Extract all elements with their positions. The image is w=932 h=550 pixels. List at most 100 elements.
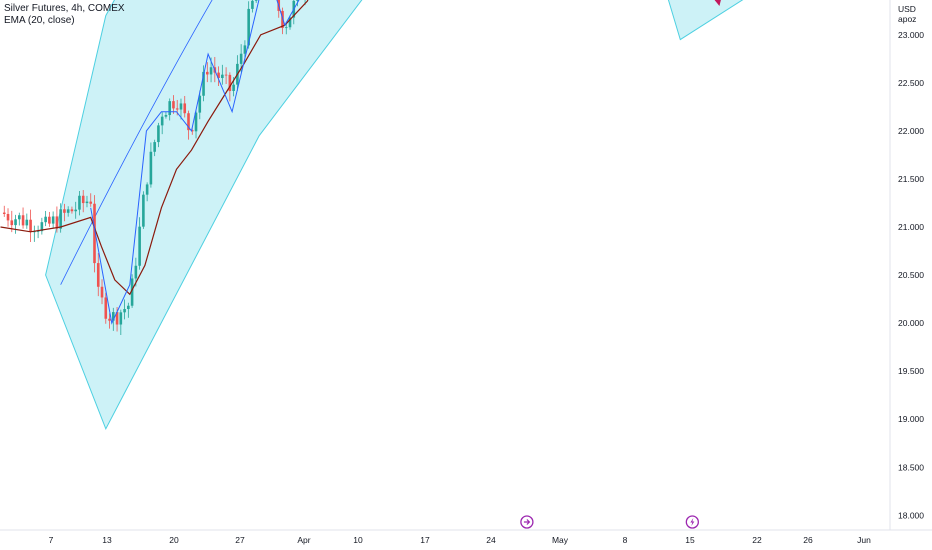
- candle-body: [232, 84, 235, 92]
- x-tick-label: 17: [420, 535, 430, 545]
- candle-body: [247, 8, 250, 46]
- candle-body: [2, 212, 6, 214]
- ema-line: [0, 0, 309, 296]
- candle-body: [115, 312, 119, 325]
- candle-body: [70, 209, 74, 212]
- candle-body: [179, 103, 183, 110]
- candle-body: [40, 222, 44, 232]
- x-tick-label: 10: [353, 535, 363, 545]
- candle-body: [157, 125, 160, 143]
- candle-body: [254, 0, 258, 1]
- candle-body: [108, 318, 111, 321]
- x-tick-label: 8: [623, 535, 628, 545]
- x-tick-label: 13: [102, 535, 112, 545]
- y-tick-label: 19.500: [898, 366, 924, 376]
- candle-body: [206, 71, 209, 75]
- candle-body: [63, 209, 66, 213]
- event-glyph: [690, 518, 695, 526]
- candle-body: [175, 108, 179, 110]
- symbol-title: Silver Futures, 4h, COMEX: [4, 3, 125, 14]
- lightning-circle-icon: [685, 515, 699, 529]
- candles-group: [2, 0, 306, 336]
- candle-body: [228, 74, 232, 92]
- candle-body: [14, 219, 17, 226]
- y-tick-label: 22.000: [898, 126, 924, 136]
- candle-body: [296, 0, 299, 1]
- candle-body: [145, 184, 149, 195]
- x-tick-label: May: [552, 535, 569, 545]
- candle-body: [243, 45, 247, 54]
- candle-body: [78, 195, 81, 210]
- event-glyph: [523, 519, 531, 525]
- candle-body: [29, 219, 32, 232]
- user-label: apoz: [898, 14, 916, 24]
- x-tick-label: Jun: [857, 535, 871, 545]
- candle-body: [21, 215, 25, 226]
- candle-body: [112, 312, 115, 321]
- candle-body: [59, 209, 62, 229]
- candle-body: [138, 226, 141, 266]
- candle-body: [93, 203, 96, 264]
- y-tick-label: 22.500: [898, 78, 924, 88]
- candle-body: [198, 95, 202, 113]
- candle-body: [25, 219, 29, 226]
- candle-body: [130, 278, 134, 306]
- x-tick-label: 15: [685, 535, 695, 545]
- candle-body: [81, 195, 85, 204]
- y-tick-label: 21.000: [898, 222, 924, 232]
- candle-body: [123, 309, 126, 313]
- candle-body: [18, 215, 21, 220]
- candle-body: [55, 216, 59, 229]
- candle-body: [172, 101, 175, 109]
- candle-body: [127, 305, 130, 310]
- candle-body: [85, 201, 89, 204]
- candle-body: [187, 113, 190, 131]
- candle-body: [6, 213, 10, 221]
- y-tick-label: 20.000: [898, 318, 924, 328]
- x-tick-label: 22: [752, 535, 762, 545]
- y-tick-label: 20.500: [898, 270, 924, 280]
- candle-body: [202, 71, 205, 96]
- x-tick-label: 27: [235, 535, 245, 545]
- currency-label: USD: [898, 4, 916, 14]
- candle-body: [142, 194, 145, 227]
- y-tick-label: 18.000: [898, 510, 924, 520]
- candle-body: [44, 216, 47, 223]
- forecast-arrow-head: [714, 0, 721, 6]
- candle-body: [288, 17, 292, 28]
- candle-body: [36, 231, 40, 232]
- candle-body: [183, 103, 187, 114]
- y-tick-label: 19.000: [898, 414, 924, 424]
- candle-body: [284, 27, 288, 29]
- chart-legend: Silver Futures, 4h, COMEX EMA (20, close…: [4, 3, 125, 27]
- ema-indicator-label: EMA (20, close): [4, 15, 75, 26]
- candle-body: [251, 0, 254, 9]
- candle-body: [190, 130, 194, 132]
- arrow-circle-icon: [520, 515, 534, 529]
- x-tick-label: Apr: [297, 535, 310, 545]
- candle-body: [221, 74, 224, 79]
- candle-body: [51, 216, 55, 224]
- candle-body: [194, 112, 198, 132]
- candle-body: [149, 151, 153, 185]
- candle-body: [164, 115, 168, 117]
- x-tick-label: 26: [803, 535, 813, 545]
- candle-body: [239, 53, 243, 64]
- candle-body: [48, 216, 51, 224]
- candle-body: [168, 101, 171, 116]
- y-tick-label: 23.000: [898, 30, 924, 40]
- candle-body: [119, 312, 123, 325]
- x-tick-label: 7: [49, 535, 54, 545]
- zigzag-pattern-line: [90, 0, 300, 325]
- curved-channel-drawing: [45, 0, 744, 431]
- candle-body: [104, 297, 108, 319]
- candle-body: [89, 201, 93, 204]
- candle-body: [33, 231, 36, 233]
- candle-body: [224, 74, 228, 76]
- candle-body: [134, 265, 138, 279]
- candle-body: [96, 263, 100, 287]
- candle-body: [66, 209, 70, 213]
- candle-body: [160, 116, 164, 126]
- candle-body: [209, 67, 213, 75]
